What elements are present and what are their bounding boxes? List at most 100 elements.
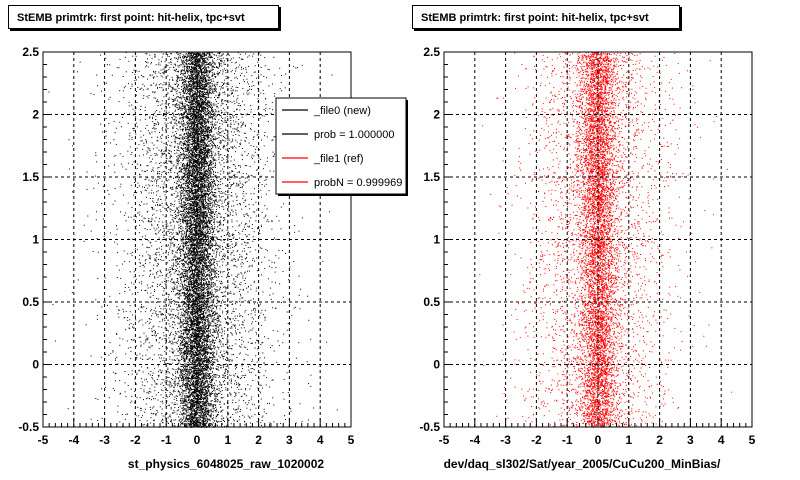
- scatter-point: [223, 350, 225, 352]
- scatter-point: [180, 79, 182, 81]
- scatter-point: [233, 254, 235, 256]
- scatter-point: [202, 355, 204, 357]
- scatter-point: [208, 144, 210, 146]
- scatter-point: [180, 151, 181, 153]
- scatter-point: [188, 302, 190, 304]
- scatter-point: [203, 143, 205, 145]
- scatter-point: [242, 122, 244, 124]
- scatter-point: [178, 184, 179, 186]
- scatter-point: [195, 260, 197, 262]
- scatter-point: [192, 250, 194, 252]
- scatter-point: [184, 233, 185, 235]
- scatter-point: [175, 281, 177, 283]
- scatter-point: [188, 329, 190, 331]
- scatter-point: [192, 64, 194, 66]
- scatter-point: [214, 332, 216, 333]
- scatter-point: [199, 67, 201, 69]
- scatter-point: [182, 220, 184, 222]
- scatter-point: [177, 146, 179, 148]
- scatter-point: [226, 156, 227, 158]
- scatter-point: [225, 83, 227, 85]
- scatter-point: [205, 201, 207, 203]
- scatter-point: [180, 399, 182, 401]
- scatter-point: [185, 203, 186, 205]
- scatter-point: [183, 133, 185, 135]
- scatter-point: [180, 256, 182, 258]
- scatter-point: [213, 373, 215, 375]
- scatter-point: [215, 154, 217, 156]
- scatter-point: [201, 213, 203, 215]
- scatter-point: [226, 234, 227, 236]
- scatter-point: [211, 224, 212, 225]
- scatter-point: [186, 412, 188, 414]
- scatter-point: [195, 100, 197, 102]
- scatter-point: [201, 319, 203, 321]
- scatter-point: [214, 227, 215, 229]
- scatter-point: [177, 75, 178, 77]
- scatter-point: [230, 291, 232, 293]
- scatter-point: [185, 166, 187, 168]
- scatter-point: [204, 335, 206, 337]
- scatter-point: [180, 386, 182, 387]
- scatter-point: [129, 289, 131, 291]
- scatter-point: [210, 113, 212, 115]
- scatter-point: [216, 420, 218, 422]
- scatter-point: [188, 391, 190, 393]
- scatter-point: [205, 71, 207, 73]
- scatter-point: [179, 336, 181, 338]
- scatter-point: [208, 148, 210, 150]
- scatter-point: [161, 338, 163, 340]
- scatter-point: [244, 241, 246, 243]
- scatter-point: [143, 85, 145, 87]
- scatter-point: [138, 155, 140, 157]
- scatter-point: [140, 88, 142, 90]
- scatter-point: [146, 65, 147, 67]
- scatter-point: [134, 304, 136, 306]
- scatter-point: [210, 104, 212, 106]
- scatter-point: [186, 167, 188, 169]
- scatter-point: [176, 90, 178, 92]
- scatter-point: [147, 78, 149, 80]
- scatter-point: [264, 185, 265, 187]
- scatter-point: [95, 155, 97, 156]
- scatter-point: [231, 205, 233, 207]
- scatter-point: [197, 83, 199, 85]
- scatter-point: [140, 105, 142, 107]
- scatter-point: [171, 359, 173, 361]
- scatter-point: [135, 286, 137, 288]
- scatter-point: [132, 324, 134, 326]
- scatter-point: [211, 136, 213, 138]
- scatter-point: [244, 224, 246, 226]
- scatter-point: [195, 57, 197, 59]
- scatter-point: [233, 258, 235, 260]
- scatter-point: [191, 318, 192, 320]
- scatter-point: [142, 324, 144, 326]
- scatter-point: [213, 307, 214, 309]
- scatter-point: [192, 269, 194, 271]
- scatter-point: [188, 71, 190, 73]
- scatter-point: [208, 76, 210, 78]
- scatter-point: [188, 82, 190, 84]
- scatter-point: [190, 111, 192, 113]
- scatter-point: [188, 147, 190, 149]
- scatter-point: [237, 185, 239, 187]
- scatter-point: [216, 306, 217, 308]
- scatter-point: [134, 413, 136, 415]
- scatter-point: [146, 358, 148, 360]
- scatter-point: [212, 92, 214, 94]
- scatter-point: [190, 62, 192, 64]
- scatter-point: [207, 79, 209, 81]
- scatter-point: [192, 300, 194, 302]
- scatter-point: [204, 57, 206, 59]
- scatter-point: [206, 310, 208, 311]
- scatter-point: [212, 225, 214, 227]
- scatter-point: [205, 158, 206, 160]
- scatter-point: [164, 307, 166, 309]
- scatter-point: [201, 188, 203, 190]
- scatter-point: [199, 93, 201, 95]
- scatter-point: [171, 278, 173, 280]
- scatter-point: [205, 424, 207, 426]
- scatter-point: [216, 253, 217, 255]
- scatter-point: [204, 120, 206, 122]
- scatter-point: [187, 189, 188, 191]
